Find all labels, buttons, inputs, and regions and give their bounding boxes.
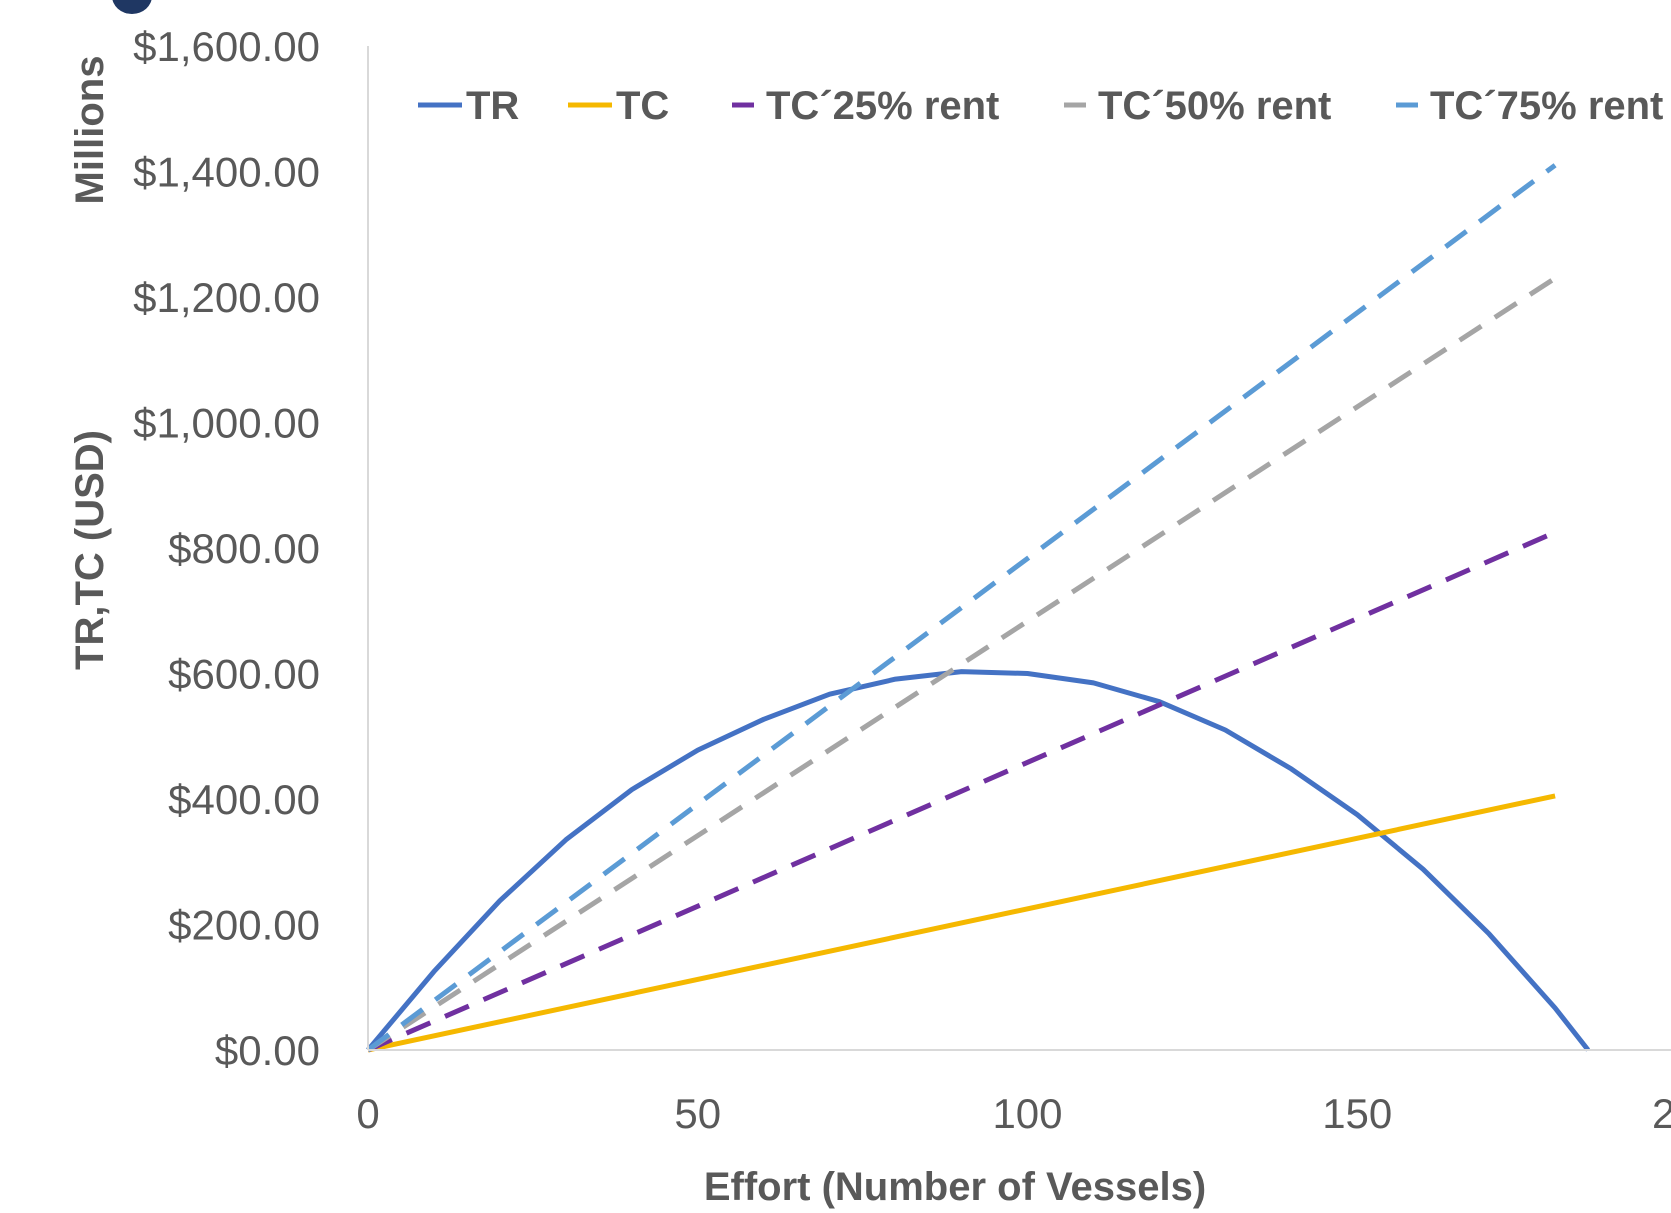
y-tick-label: $1,000.00 — [133, 400, 320, 447]
y-tick-label: $200.00 — [168, 902, 320, 949]
y-tick-label: $600.00 — [168, 651, 320, 698]
y-tick-label: $1,200.00 — [133, 274, 320, 321]
y-tick-label: $0.00 — [215, 1027, 320, 1074]
plot-area — [366, 163, 1591, 1053]
x-tick-label: 200 — [1652, 1090, 1671, 1137]
y-axis-units-label: Millions — [68, 56, 112, 205]
x-axis-title: Effort (Number of Vessels) — [704, 1165, 1206, 1209]
legend-label: TC´25% rent — [766, 84, 999, 128]
y-tick-label: $800.00 — [168, 525, 320, 572]
series-line — [366, 163, 1557, 1053]
y-tick-label: $1,600.00 — [133, 23, 320, 70]
axes: $0.00 $200.00 $400.00 $600.00 $800.00 $1,000.… — [133, 23, 1671, 1137]
legend-label: TC´50% rent — [1098, 84, 1331, 128]
y-axis-title: TR,TC (USD) — [68, 430, 112, 670]
legend-label: TC — [616, 84, 669, 128]
corner-marker — [112, 0, 152, 14]
y-tick-label: $1,400.00 — [133, 149, 320, 196]
series-line — [366, 669, 1591, 1052]
series-line — [367, 530, 1557, 1053]
y-tick-label: $400.00 — [168, 776, 320, 823]
legend-label: TR — [466, 84, 519, 128]
series-line — [366, 276, 1557, 1053]
legend: TR TC TC´25% rent TC´50% rent TC´75% rent — [418, 84, 1663, 128]
x-tick-label: 50 — [674, 1090, 721, 1137]
x-tick-label: 150 — [1322, 1090, 1392, 1137]
x-tick-label: 0 — [356, 1090, 379, 1137]
legend-label: TC´75% rent — [1430, 84, 1663, 128]
x-tick-label: 100 — [992, 1090, 1062, 1137]
series-line — [367, 793, 1556, 1053]
